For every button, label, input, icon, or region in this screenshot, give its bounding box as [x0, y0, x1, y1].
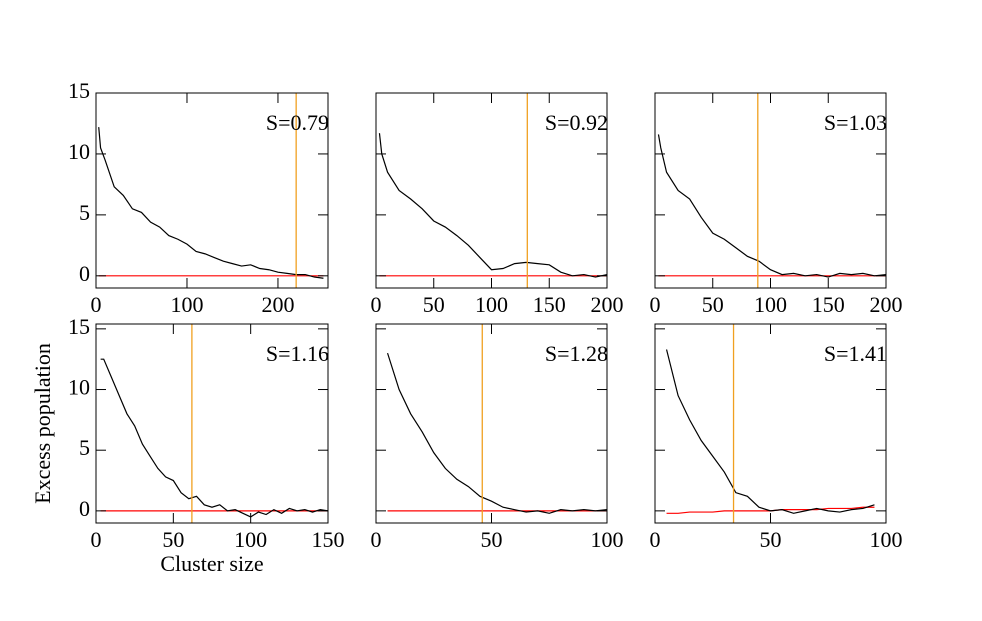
x-tick-label: 100	[870, 527, 903, 552]
x-axis-label: Cluster size	[160, 551, 263, 576]
x-tick-label: 100	[591, 527, 624, 552]
annotation: S=1.16	[266, 341, 329, 366]
data-line	[98, 127, 324, 279]
y-tick-label: 0	[79, 496, 90, 521]
annotation: S=1.03	[824, 110, 887, 135]
x-tick-label: 200	[261, 292, 294, 317]
annotation: S=1.28	[545, 341, 608, 366]
x-tick-label: 0	[91, 527, 102, 552]
x-tick-label: 50	[760, 527, 782, 552]
data-line	[378, 133, 607, 278]
x-tick-label: 100	[170, 292, 203, 317]
y-tick-label: 5	[79, 435, 90, 460]
data-line	[657, 134, 886, 278]
annotation: S=1.41	[824, 341, 887, 366]
x-tick-label: 200	[591, 292, 624, 317]
annotation: S=0.92	[545, 110, 608, 135]
y-tick-label: 15	[68, 314, 90, 339]
x-tick-label: 150	[312, 527, 345, 552]
x-tick-label: 150	[812, 292, 845, 317]
x-tick-label: 150	[533, 292, 566, 317]
x-tick-label: 50	[162, 527, 184, 552]
plot-frame	[95, 92, 329, 289]
plot-frame	[95, 323, 329, 524]
annotation: S=0.79	[266, 110, 329, 135]
x-tick-label: 200	[870, 292, 903, 317]
y-tick-label: 15	[68, 78, 90, 103]
x-tick-label: 100	[754, 292, 787, 317]
x-tick-label: 0	[650, 527, 661, 552]
x-tick-label: 0	[650, 292, 661, 317]
x-tick-label: 0	[91, 292, 102, 317]
x-tick-label: 100	[234, 527, 267, 552]
x-tick-label: 50	[702, 292, 724, 317]
x-tick-label: 0	[371, 292, 382, 317]
y-axis-label: Excess population	[30, 343, 55, 504]
data-line	[100, 358, 328, 518]
data-line	[665, 349, 875, 514]
data-line	[386, 352, 607, 514]
x-tick-label: 0	[371, 527, 382, 552]
x-tick-label: 50	[481, 527, 503, 552]
y-tick-label: 10	[68, 375, 90, 400]
y-tick-label: 10	[68, 139, 90, 164]
x-tick-label: 100	[475, 292, 508, 317]
y-tick-label: 5	[79, 200, 90, 225]
y-tick-label: 0	[79, 261, 90, 286]
x-tick-label: 50	[423, 292, 445, 317]
